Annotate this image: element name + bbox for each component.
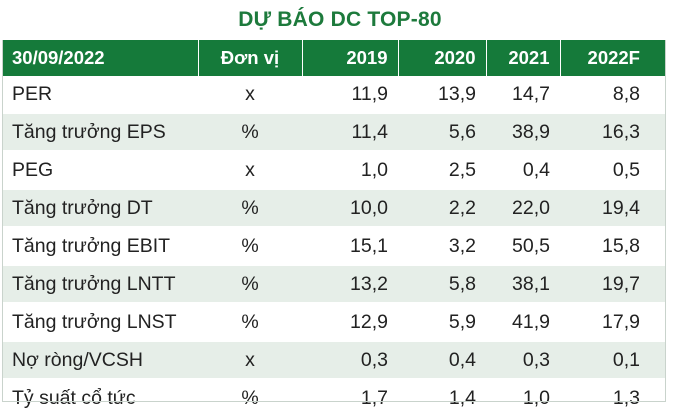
cell-2022f: 15,8 <box>560 226 666 265</box>
cell-2020: 2,5 <box>398 150 486 189</box>
row-label: PEG <box>2 150 198 189</box>
cell-2020: 2,2 <box>398 188 486 227</box>
cell-2019: 1,0 <box>302 150 398 189</box>
cell-2021: 22,0 <box>486 188 560 227</box>
cell-2019: 11,4 <box>302 112 398 151</box>
cell-2019: 1,7 <box>302 378 398 416</box>
row-unit: % <box>198 226 302 265</box>
row-unit: x <box>198 340 302 379</box>
header-2022f: 2022F <box>560 40 666 76</box>
table-row: Tỷ suất cổ tức% 1,7 1,4 1,0 1,3 <box>2 378 666 416</box>
cell-2022f: 17,9 <box>560 302 666 341</box>
row-label: Tăng trưởng LNST <box>2 302 198 341</box>
row-unit: % <box>198 112 302 151</box>
header-date: 30/09/2022 <box>2 40 199 76</box>
header-2021: 2021 <box>486 40 561 76</box>
row-label: Tăng trưởng LNTT <box>2 264 198 303</box>
cell-2019: 11,9 <box>302 76 398 113</box>
cell-2022f: 19,4 <box>560 188 666 227</box>
forecast-table: 30/09/2022 Đơn vị 2019 2020 2021 2022F P… <box>2 40 666 416</box>
row-unit: % <box>198 264 302 303</box>
row-unit: % <box>198 302 302 341</box>
cell-2022f: 16,3 <box>560 112 666 151</box>
row-label: Tăng trưởng DT <box>2 188 198 227</box>
cell-2021: 38,9 <box>486 112 560 151</box>
table-row: Tăng trưởng EBIT% 15,1 3,2 50,5 15,8 <box>2 226 666 265</box>
header-2019: 2019 <box>302 40 399 76</box>
row-label: Tăng trưởng EBIT <box>2 226 198 265</box>
header-unit: Đơn vị <box>198 40 303 76</box>
cell-2020: 3,2 <box>398 226 486 265</box>
cell-2021: 41,9 <box>486 302 560 341</box>
cell-2020: 13,9 <box>398 76 486 113</box>
cell-2020: 5,9 <box>398 302 486 341</box>
cell-2021: 0,3 <box>486 340 560 379</box>
cell-2021: 50,5 <box>486 226 560 265</box>
cell-2021: 14,7 <box>486 76 560 113</box>
table-row: Tăng trưởng EPS% 11,4 5,6 38,9 16,3 <box>2 112 666 151</box>
table-row: Tăng trưởng LNST% 12,9 5,9 41,9 17,9 <box>2 302 666 341</box>
cell-2021: 38,1 <box>486 264 560 303</box>
cell-2022f: 1,3 <box>560 378 666 416</box>
row-unit: x <box>198 76 302 113</box>
table-row: Nợ ròng/VCSH x 0,3 0,4 0,3 0,1 <box>2 340 666 379</box>
cell-2019: 10,0 <box>302 188 398 227</box>
cell-2021: 0,4 <box>486 150 560 189</box>
table-row: Tăng trưởng LNTT% 13,2 5,8 38,1 19,7 <box>2 264 666 303</box>
row-label: PER <box>2 76 198 113</box>
header-2020: 2020 <box>398 40 487 76</box>
row-label: Nợ ròng/VCSH <box>2 340 198 379</box>
cell-2019: 13,2 <box>302 264 398 303</box>
cell-2019: 0,3 <box>302 340 398 379</box>
cell-2022f: 0,5 <box>560 150 666 189</box>
cell-2020: 1,4 <box>398 378 486 416</box>
cell-2022f: 19,7 <box>560 264 666 303</box>
table-title: DỰ BÁO DC TOP-80 <box>238 8 442 31</box>
cell-2021: 1,0 <box>486 378 560 416</box>
table-row: PER x 11,9 13,9 14,7 8,8 <box>2 76 666 113</box>
cell-2020: 0,4 <box>398 340 486 379</box>
cell-2019: 15,1 <box>302 226 398 265</box>
cell-2022f: 0,1 <box>560 340 666 379</box>
row-unit: % <box>198 188 302 227</box>
row-unit: % <box>198 378 302 416</box>
row-unit: x <box>198 150 302 189</box>
row-label: Tỷ suất cổ tức <box>2 378 198 416</box>
row-label: Tăng trưởng EPS <box>2 112 198 151</box>
table-row: Tăng trưởng DT% 10,0 2,2 22,0 19,4 <box>2 188 666 227</box>
table-header-row: 30/09/2022 Đơn vị 2019 2020 2021 2022F <box>2 40 666 76</box>
cell-2019: 12,9 <box>302 302 398 341</box>
cell-2020: 5,6 <box>398 112 486 151</box>
cell-2020: 5,8 <box>398 264 486 303</box>
cell-2022f: 8,8 <box>560 76 666 113</box>
table-row: PEG x 1,0 2,5 0,4 0,5 <box>2 150 666 189</box>
